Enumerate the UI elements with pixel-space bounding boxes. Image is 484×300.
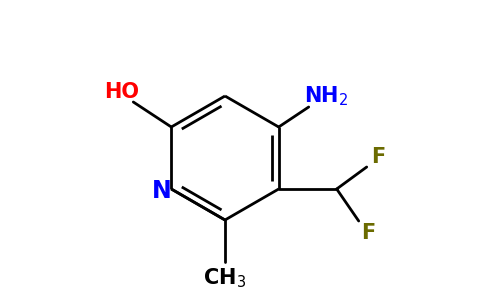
Text: N: N — [151, 179, 171, 203]
Text: F: F — [372, 147, 386, 167]
Text: HO: HO — [104, 82, 139, 102]
Text: F: F — [362, 223, 376, 243]
Text: CH$_3$: CH$_3$ — [203, 266, 246, 290]
Text: NH$_2$: NH$_2$ — [304, 84, 349, 108]
